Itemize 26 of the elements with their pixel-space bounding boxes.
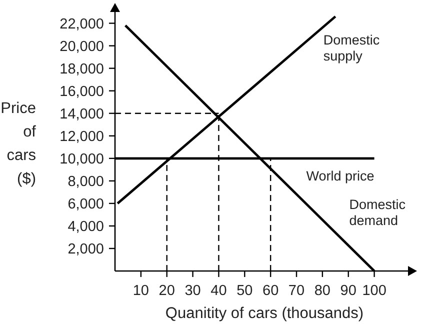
- series-label: Domestic supply: [323, 32, 380, 64]
- x-tick-label: 100: [362, 283, 386, 299]
- y-tick-label: 18,000: [60, 61, 104, 78]
- y-tick-label: 8,000: [68, 174, 104, 190]
- x-tick-label: 80: [314, 283, 331, 299]
- x-tick-label: 90: [340, 283, 356, 299]
- y-tick-label: 10,000: [60, 151, 104, 168]
- y-tick-label: 12,000: [60, 128, 104, 145]
- y-tick-label: 4,000: [68, 219, 104, 236]
- y-tick-label: 22,000: [60, 16, 104, 32]
- x-tick-label: 30: [184, 283, 201, 299]
- series-label: Domestic demand: [349, 197, 406, 228]
- x-tick-label: 10: [132, 283, 149, 299]
- x-tick-label: 70: [288, 283, 305, 299]
- x-tick-label: 50: [236, 283, 253, 299]
- y-tick-label: 6,000: [68, 196, 104, 213]
- x-tick-label: 40: [210, 283, 227, 299]
- x-tick-label: 20: [158, 283, 175, 299]
- y-tick-label: 14,000: [60, 106, 104, 122]
- series-label: World price: [306, 168, 374, 184]
- x-tick-label: 60: [262, 283, 279, 299]
- x-axis-title: Quanitity of cars (thousands): [165, 305, 364, 322]
- y-tick-label: 16,000: [60, 84, 104, 100]
- y-tick-label: 20,000: [60, 38, 104, 55]
- y-axis-title: Price of cars ($): [0, 100, 37, 188]
- y-tick-label: 2,000: [68, 242, 104, 258]
